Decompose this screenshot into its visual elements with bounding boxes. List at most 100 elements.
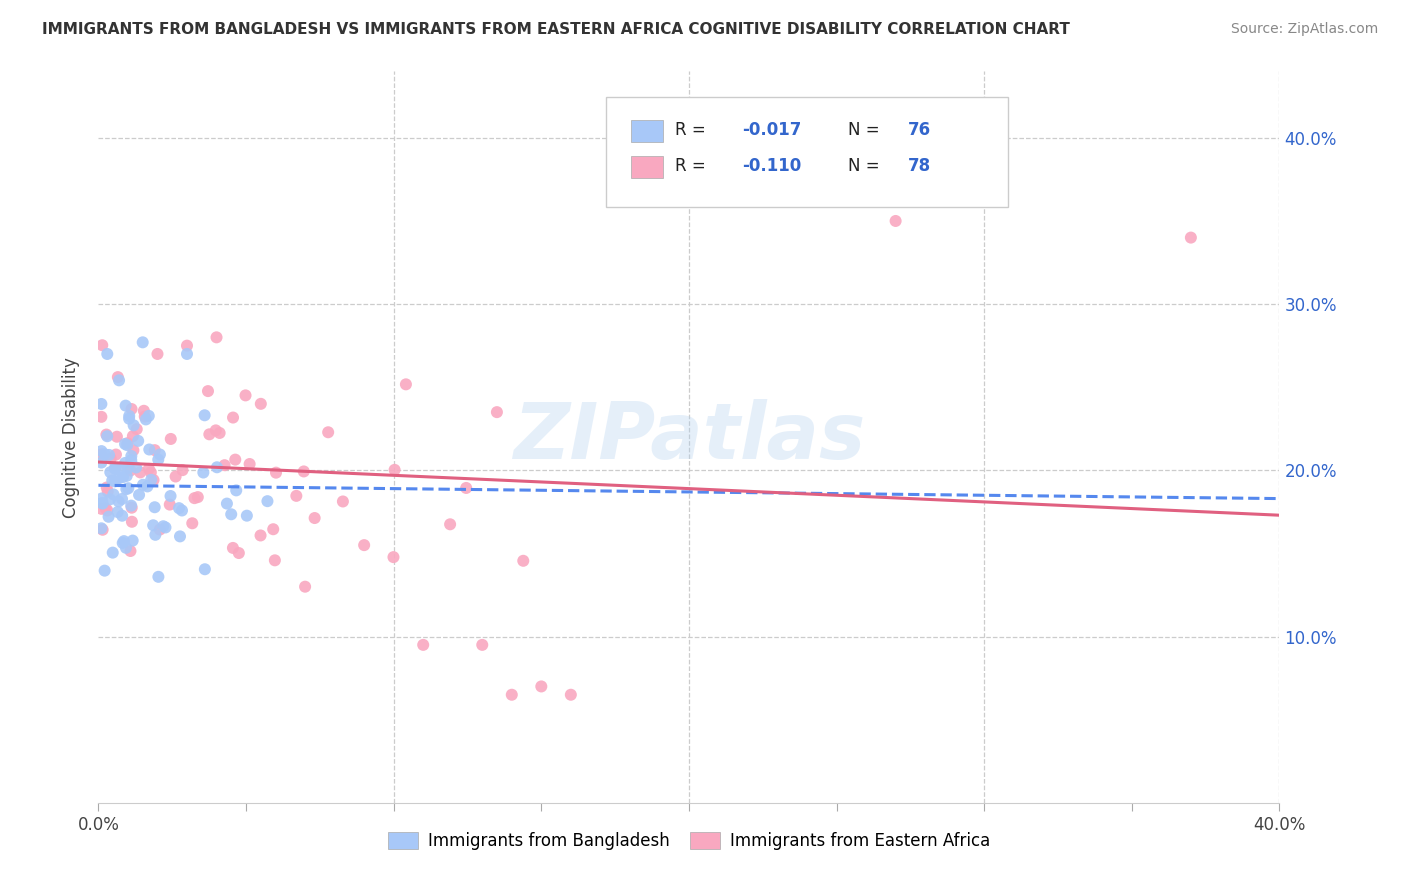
Point [97, 484, 120, 499]
Point [194, 409, 217, 423]
Point [530, 680, 553, 694]
Point [139, 466, 162, 480]
Point [239, 457, 262, 471]
Point [108, 373, 131, 387]
Point [135, 412, 157, 426]
Point [107, 494, 129, 508]
Point [134, 409, 156, 424]
Point [236, 508, 259, 523]
Point [96, 429, 118, 443]
Point [120, 544, 142, 558]
Point [122, 429, 145, 443]
Point [292, 465, 315, 479]
Point [121, 533, 143, 548]
Point [90, 444, 112, 458]
Point [214, 458, 236, 473]
Point [204, 423, 226, 437]
Point [384, 463, 406, 477]
Point [332, 494, 354, 508]
Point [183, 491, 205, 505]
Point [115, 438, 138, 452]
Point [215, 497, 238, 511]
Point [155, 520, 177, 534]
Text: Source: ZipAtlas.com: Source: ZipAtlas.com [1230, 22, 1378, 37]
Text: 78: 78 [907, 158, 931, 176]
Point [193, 466, 215, 480]
Point [100, 451, 122, 466]
Point [104, 461, 127, 475]
Point [98, 448, 121, 462]
Point [96, 481, 118, 495]
Point [90, 456, 112, 470]
Point [262, 522, 284, 536]
Point [104, 448, 127, 462]
Point [108, 463, 131, 477]
Point [117, 481, 139, 495]
Point [176, 347, 198, 361]
Point [103, 487, 125, 501]
Point [108, 471, 131, 485]
Point [395, 377, 418, 392]
Point [382, 550, 405, 565]
Point [120, 463, 142, 477]
Point [152, 519, 174, 533]
Point [208, 425, 231, 440]
Point [111, 491, 134, 506]
Point [285, 489, 308, 503]
Point [90, 521, 112, 535]
Point [107, 370, 129, 384]
Point [228, 546, 250, 560]
Point [112, 534, 135, 549]
Text: R =: R = [675, 158, 711, 176]
Point [263, 553, 285, 567]
Point [115, 482, 138, 496]
Legend: Immigrants from Bangladesh, Immigrants from Eastern Africa: Immigrants from Bangladesh, Immigrants f… [381, 825, 997, 856]
Point [91, 496, 114, 510]
Point [91, 523, 114, 537]
Point [165, 469, 187, 483]
FancyBboxPatch shape [606, 97, 1008, 207]
Point [122, 418, 145, 433]
Point [120, 453, 142, 467]
Point [412, 638, 434, 652]
Point [225, 483, 247, 498]
Point [456, 481, 478, 495]
Point [159, 489, 181, 503]
Point [141, 473, 163, 487]
Point [94, 447, 117, 461]
Point [114, 399, 136, 413]
Point [111, 536, 134, 550]
Point [127, 434, 149, 448]
Point [111, 508, 134, 523]
Point [132, 477, 155, 491]
Point [138, 442, 160, 457]
Point [125, 460, 148, 475]
Point [121, 500, 143, 515]
Point [512, 554, 534, 568]
Text: R =: R = [675, 121, 711, 139]
Point [148, 452, 170, 467]
Point [143, 500, 166, 515]
Point [104, 475, 127, 489]
Point [138, 462, 160, 476]
Point [143, 443, 166, 458]
Point [197, 384, 219, 398]
FancyBboxPatch shape [631, 156, 664, 178]
Point [169, 529, 191, 543]
Point [138, 409, 160, 423]
Text: -0.110: -0.110 [742, 158, 801, 176]
Point [194, 562, 217, 576]
Point [98, 465, 121, 479]
Text: N =: N = [848, 121, 886, 139]
Point [159, 432, 181, 446]
Point [114, 437, 136, 451]
Point [198, 427, 221, 442]
Text: 76: 76 [907, 121, 931, 139]
Point [249, 528, 271, 542]
Point [105, 430, 128, 444]
Point [205, 330, 228, 344]
Point [90, 447, 112, 461]
Point [107, 505, 129, 519]
Point [205, 460, 228, 475]
FancyBboxPatch shape [631, 120, 664, 142]
